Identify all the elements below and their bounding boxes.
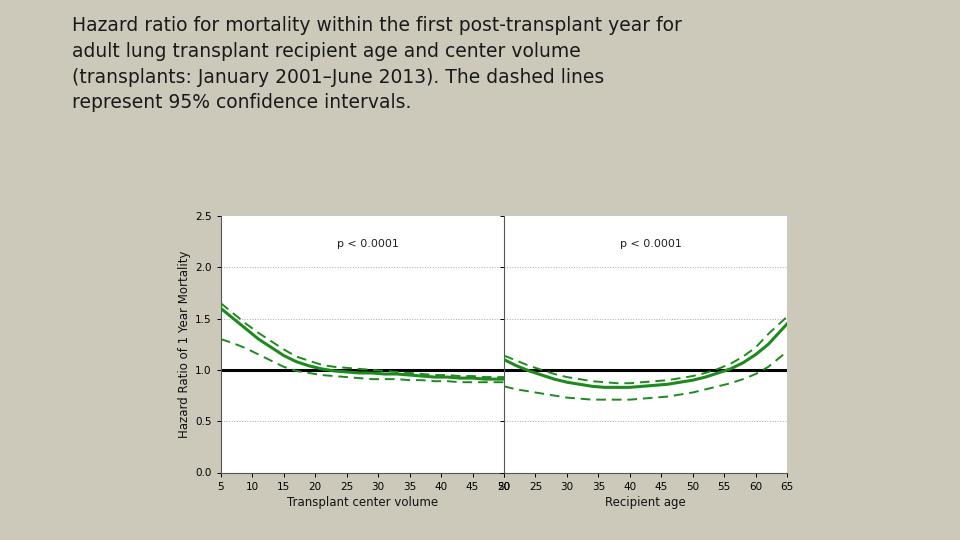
X-axis label: Recipient age: Recipient age — [605, 496, 686, 509]
Text: Hazard ratio for mortality within the first post-transplant year for
adult lung : Hazard ratio for mortality within the fi… — [72, 16, 682, 112]
Text: p < 0.0001: p < 0.0001 — [337, 239, 399, 249]
Y-axis label: Hazard Ratio of 1 Year Mortality: Hazard Ratio of 1 Year Mortality — [178, 251, 191, 438]
X-axis label: Transplant center volume: Transplant center volume — [287, 496, 438, 509]
Text: p < 0.0001: p < 0.0001 — [620, 239, 683, 249]
